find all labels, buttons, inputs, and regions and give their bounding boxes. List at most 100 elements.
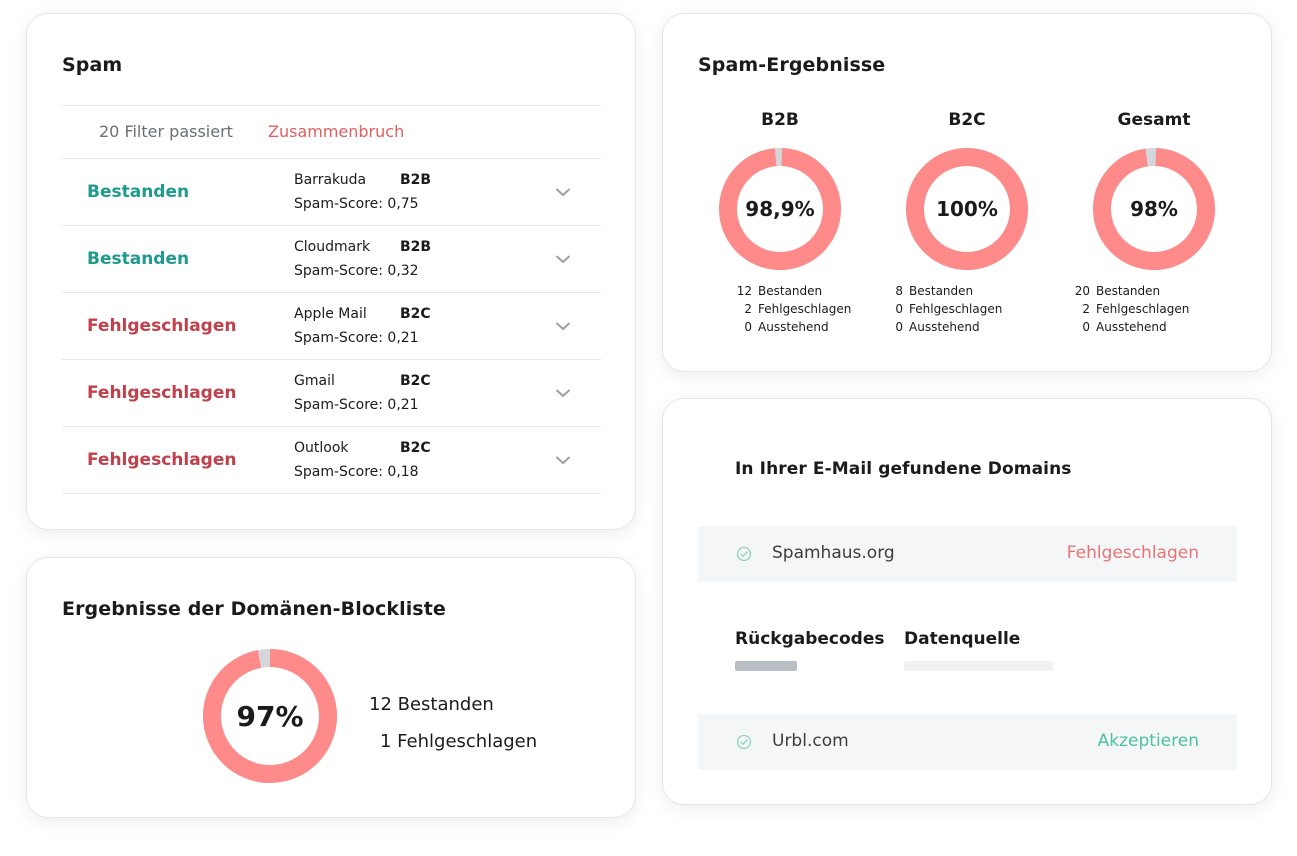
return-codes-placeholder — [735, 661, 797, 671]
filters-passed-text: 20 Filter passiert — [99, 122, 233, 141]
legend-label: Fehlgeschlagen — [1096, 302, 1190, 316]
spam-results-card: Spam-Ergebnisse B2B 98,9% 12 Bestanden 2 Fehl… — [662, 13, 1272, 372]
spam-title: Spam — [62, 54, 123, 76]
domain-status: Akzeptieren — [1097, 731, 1199, 751]
filter-provider: Outlook — [294, 440, 349, 456]
donut-percent: 100% — [936, 197, 998, 221]
legend-label: Bestanden — [909, 284, 974, 298]
donut-percent: 98% — [1130, 197, 1178, 221]
spam-filter-row[interactable]: Fehlgeschlagen Gmail B2C Spam-Score: 0,21 — [62, 360, 601, 427]
legend-count: 0 — [895, 302, 903, 316]
data-source-placeholder — [904, 661, 1053, 671]
legend-label: Bestanden — [1096, 284, 1161, 298]
group-legend: 8 Bestanden 0 Fehlgeschlagen 0 Ausstehend — [881, 282, 1057, 336]
blocklist-failed: 1 Fehlgeschlagen — [380, 731, 538, 752]
legend-count: 0 — [895, 320, 903, 334]
filter-status: Bestanden — [87, 249, 190, 269]
spam-summary-bar: 20 Filter passiert Zusammenbruch — [62, 105, 601, 159]
filter-score: Spam-Score: 0,21 — [294, 397, 419, 413]
spam-results-title: Spam-Ergebnisse — [698, 54, 886, 76]
filter-score: Spam-Score: 0,32 — [294, 263, 419, 279]
filter-score: Spam-Score: 0,75 — [294, 196, 419, 212]
legend-line: 0 Fehlgeschlagen — [881, 300, 1057, 318]
chevron-down-icon[interactable] — [552, 315, 574, 337]
filter-status: Fehlgeschlagen — [87, 450, 237, 470]
filter-score: Spam-Score: 0,21 — [294, 330, 419, 346]
filter-segment: B2C — [400, 306, 431, 322]
donut-chart: 98% — [1093, 148, 1215, 270]
result-group-b2b: B2B 98,9% 12 Bestanden 2 Fehlgeschlagen 0 Ausst… — [690, 110, 870, 336]
check-circle-icon — [736, 546, 752, 562]
domain-status: Fehlgeschlagen — [1066, 543, 1199, 563]
legend-count: 20 — [1074, 284, 1090, 298]
filter-status: Fehlgeschlagen — [87, 383, 237, 403]
spam-filter-row[interactable]: Fehlgeschlagen Apple Mail B2C Spam-Score: 0… — [62, 293, 601, 360]
legend-count: 2 — [1082, 302, 1090, 316]
data-source-header: Datenquelle — [904, 629, 1021, 649]
chevron-down-icon[interactable] — [552, 449, 574, 471]
legend-line: 0 Ausstehend — [881, 318, 1057, 336]
group-title: B2B — [761, 110, 799, 130]
legend-count: 0 — [744, 320, 752, 334]
group-legend: 20 Bestanden 2 Fehlgeschlagen 0 Ausstehend — [1068, 282, 1244, 336]
donut-arc — [203, 649, 337, 783]
legend-line: 2 Fehlgeschlagen — [730, 300, 870, 318]
blocklist-card: Ergebnisse der Domänen-Blockliste 97% 12… — [26, 557, 636, 818]
legend-count: 2 — [744, 302, 752, 316]
legend-label: Ausstehend — [758, 320, 829, 334]
legend-label: Fehlgeschlagen — [909, 302, 1003, 316]
result-group-gesamt: Gesamt 98% 20 Bestanden 2 Fehlgeschlagen 0 Auss… — [1064, 110, 1244, 336]
filter-status: Fehlgeschlagen — [87, 316, 237, 336]
donut-arc — [906, 148, 1028, 270]
legend-line: 0 Ausstehend — [730, 318, 870, 336]
legend-line: 12 Bestanden — [730, 282, 870, 300]
filter-segment: B2C — [400, 373, 431, 389]
domain-row-urbl[interactable]: Urbl.com Akzeptieren — [698, 714, 1237, 770]
legend-count: 0 — [1082, 320, 1090, 334]
filter-segment: B2C — [400, 440, 431, 456]
chevron-down-icon[interactable] — [552, 181, 574, 203]
blocklist-donut-chart: 97% — [203, 649, 337, 783]
filter-score: Spam-Score: 0,18 — [294, 464, 419, 480]
chevron-down-icon[interactable] — [552, 382, 574, 404]
filter-status: Bestanden — [87, 182, 190, 202]
filter-segment: B2B — [400, 239, 432, 255]
result-group-b2c: B2C 100% 8 Bestanden 0 Fehlgeschlagen 0 Aussteh… — [877, 110, 1057, 336]
breakdown-link[interactable]: Zusammenbruch — [268, 122, 405, 141]
legend-count: 8 — [895, 284, 903, 298]
filter-provider: Cloudmark — [294, 239, 371, 255]
legend-count: 12 — [736, 284, 752, 298]
spam-card: Spam 20 Filter passiert Zusammenbruch Be… — [26, 13, 636, 530]
legend-line: 0 Ausstehend — [1068, 318, 1244, 336]
blocklist-percent: 97% — [236, 700, 303, 733]
filter-provider: Apple Mail — [294, 306, 367, 322]
legend-line: 2 Fehlgeschlagen — [1068, 300, 1244, 318]
chevron-down-icon[interactable] — [552, 248, 574, 270]
donut-chart: 100% — [906, 148, 1028, 270]
domain-name: Urbl.com — [772, 731, 849, 751]
filter-segment: B2B — [400, 172, 432, 188]
return-codes-header: Rückgabecodes — [735, 629, 885, 649]
group-title: Gesamt — [1117, 110, 1191, 130]
blocklist-title: Ergebnisse der Domänen-Blockliste — [62, 598, 446, 620]
filter-provider: Barrakuda — [294, 172, 367, 188]
legend-label: Ausstehend — [1096, 320, 1167, 334]
domains-card: In Ihrer E-Mail gefundene Domains Spamha… — [662, 398, 1272, 805]
spam-filter-list: Bestanden Barrakuda B2B Spam-Score: 0,75 Bes… — [62, 159, 601, 494]
legend-line: 20 Bestanden — [1068, 282, 1244, 300]
spam-filter-row[interactable]: Bestanden Cloudmark B2B Spam-Score: 0,32 — [62, 226, 601, 293]
blocklist-legend: 12 Bestanden 1 Fehlgeschlagen — [369, 686, 537, 760]
domain-name: Spamhaus.org — [772, 543, 895, 563]
legend-line: 8 Bestanden — [881, 282, 1057, 300]
domain-row-spamhaus[interactable]: Spamhaus.org Fehlgeschlagen — [698, 526, 1237, 582]
domains-title: In Ihrer E-Mail gefundene Domains — [735, 459, 1072, 479]
donut-arc — [1093, 148, 1215, 270]
spam-filter-row[interactable]: Fehlgeschlagen Outlook B2C Spam-Score: 0,18 — [62, 427, 601, 494]
filter-provider: Gmail — [294, 373, 335, 389]
donut-chart: 98,9% — [719, 148, 841, 270]
group-title: B2C — [948, 110, 986, 130]
spam-filter-row[interactable]: Bestanden Barrakuda B2B Spam-Score: 0,75 — [62, 159, 601, 226]
check-circle-icon — [736, 734, 752, 750]
donut-percent: 98,9% — [745, 197, 814, 221]
legend-label: Ausstehend — [909, 320, 980, 334]
